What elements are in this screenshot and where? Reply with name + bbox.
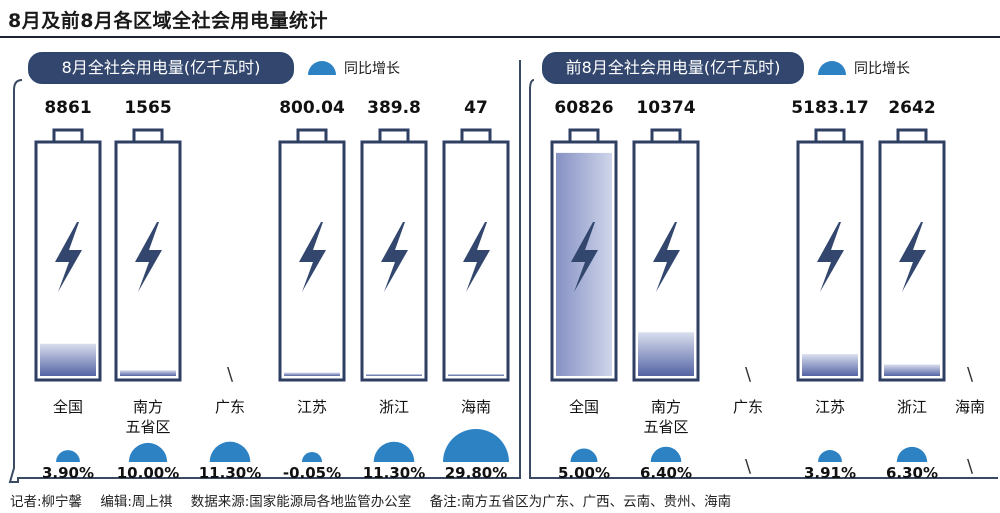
panel-2-battery-fill — [556, 152, 612, 376]
panel-2-lightning-bolt-icon — [653, 222, 680, 292]
panel-2-lightning-bolt-icon — [899, 222, 926, 292]
footer-editor: 编辑:周上祺 — [100, 494, 173, 510]
panel-1-category-label: 南方 — [133, 398, 163, 416]
panel-1-battery-fill — [120, 370, 176, 376]
panel-1-battery-fill — [40, 343, 96, 376]
panel-2-value-label: 2642 — [888, 98, 935, 118]
panel-2-value-label: 60826 — [554, 98, 613, 118]
panel-1-growth-dome — [373, 441, 415, 462]
panel-1-missing-mark: \ — [227, 364, 234, 385]
panel-1-battery-cap — [132, 128, 164, 144]
panel-1-legend: 同比增长 — [308, 58, 400, 78]
panel-2-growth-label: 6.30% — [886, 464, 938, 482]
panel-1-battery-fill — [284, 372, 340, 376]
panel-1-battery-fill — [448, 374, 504, 376]
panel-2-category-label: 南方 — [651, 398, 681, 416]
panel-2-category-label: 浙江 — [897, 398, 927, 416]
panel-2-growth-dome — [896, 446, 928, 462]
panel-1-battery-cap — [52, 128, 84, 144]
panel-1-growth-dome — [302, 452, 322, 462]
panel-1-value-label: 389.8 — [367, 98, 421, 118]
panel-1-growth-dome — [56, 450, 80, 462]
panel-2-title: 前8月全社会用电量(亿千瓦时) — [565, 58, 781, 77]
panel-1-value-label: 8861 — [44, 98, 91, 118]
panel-1-battery-cap — [460, 128, 492, 144]
panel-1-frame — [8, 60, 521, 483]
panel-1-category-label: 广东 — [215, 398, 245, 416]
panel-1-category-label: 五省区 — [125, 418, 170, 436]
panel-1-legend-label: 同比增长 — [344, 61, 400, 77]
panel-2-battery-cap — [650, 128, 682, 144]
panel-2-battery-cap — [568, 128, 600, 144]
legend-dome-icon — [308, 61, 336, 75]
panel-1-lightning-bolt-icon — [463, 222, 490, 292]
panel-2-growth-label: 5.00% — [558, 464, 610, 482]
panel-2-value-label: 5183.17 — [791, 98, 868, 118]
chart-area: 8861 全国 3.90% 1565 南方五省区 10.00% \ 广东 11.30% 800.0… — [8, 60, 998, 483]
footer-note: 备注:南方五省区为广东、广西、云南、贵州、海南 — [429, 494, 732, 510]
panel-2-legend-label: 同比增长 — [854, 61, 910, 77]
panel-2-growth-label: 6.40% — [640, 464, 692, 482]
panel-1-battery-fill — [366, 374, 422, 376]
panel-2-battery-fill — [884, 364, 940, 376]
panel-2-missing-mark: \ — [967, 364, 974, 385]
panel-2-lightning-bolt-icon — [817, 222, 844, 292]
panel-1-category-label: 浙江 — [379, 398, 409, 416]
panel-1-value-label: 47 — [464, 98, 488, 118]
panel-2-missing-mark: \ — [967, 456, 974, 477]
footer-reporter: 记者:柳宁馨 — [10, 494, 83, 510]
legend-dome-icon — [818, 61, 846, 75]
panel-1-growth-dome — [443, 429, 509, 462]
panel-2-growth-label: 3.91% — [804, 464, 856, 482]
panel-2-battery-cap — [896, 128, 928, 144]
panel-1-lightning-bolt-icon — [381, 222, 408, 292]
panel-1-battery-cap — [378, 128, 410, 144]
panel-2-value-label: 10374 — [636, 98, 695, 118]
panel-1-title: 8月全社会用电量(亿千瓦时) — [61, 58, 261, 77]
panel-1-lightning-bolt-icon — [55, 222, 82, 292]
panel-1-header: 8月全社会用电量(亿千瓦时) — [28, 52, 294, 84]
panel-1-growth-label: 10.00% — [117, 464, 179, 482]
panel-2-frame — [529, 79, 998, 479]
panel-1-growth-label: -0.05% — [283, 464, 341, 482]
panel-2-battery-cap — [814, 128, 846, 144]
panel-2-growth-dome — [818, 450, 842, 462]
panel-2-missing-mark: \ — [745, 364, 752, 385]
panel-1-growth-label: 29.80% — [445, 464, 507, 482]
panel-2-header: 前8月全社会用电量(亿千瓦时) — [542, 52, 804, 84]
panel-1-battery-cap — [296, 128, 328, 144]
panel-1-growth-dome — [128, 442, 168, 462]
panel-1-growth-label: 3.90% — [42, 464, 94, 482]
panel-2-category-label: 五省区 — [643, 418, 688, 436]
panel-1-category-label: 海南 — [461, 398, 491, 416]
title-rule — [0, 36, 1000, 38]
footer: 记者:柳宁馨 编辑:周上祺 数据来源:国家能源局各地监管办公室 备注:南方五省区… — [10, 490, 745, 510]
panel-1-growth-dome — [209, 441, 251, 462]
page-title: 8月及前8月各区域全社会用电量统计 — [8, 10, 328, 32]
panel-2-growth-dome — [570, 448, 598, 462]
panel-1-value-label: 1565 — [124, 98, 171, 118]
panel-2-growth-dome — [650, 446, 682, 462]
panel-2-category-label: 海南 — [955, 398, 985, 416]
panel-2-category-label: 江苏 — [815, 398, 845, 416]
panel-1-growth-label: 11.30% — [363, 464, 425, 482]
panel-1-lightning-bolt-icon — [299, 222, 326, 292]
panel-2-lightning-bolt-icon — [571, 222, 598, 292]
footer-source: 数据来源:国家能源局各地监管办公室 — [190, 494, 412, 510]
panel-2-category-label: 广东 — [733, 398, 763, 416]
panel-1-growth-label: 11.30% — [199, 464, 261, 482]
panel-1-category-label: 江苏 — [297, 398, 327, 416]
panel-1-category-label: 全国 — [53, 398, 83, 416]
panel-1-lightning-bolt-icon — [135, 222, 162, 292]
panel-2-missing-mark: \ — [745, 456, 752, 477]
panel-1-value-label: 800.04 — [279, 98, 345, 118]
panel-2-legend: 同比增长 — [818, 58, 910, 78]
panel-2-battery-fill — [802, 354, 858, 376]
panel-2-category-label: 全国 — [569, 398, 599, 416]
panel-2-battery-fill — [638, 332, 694, 376]
